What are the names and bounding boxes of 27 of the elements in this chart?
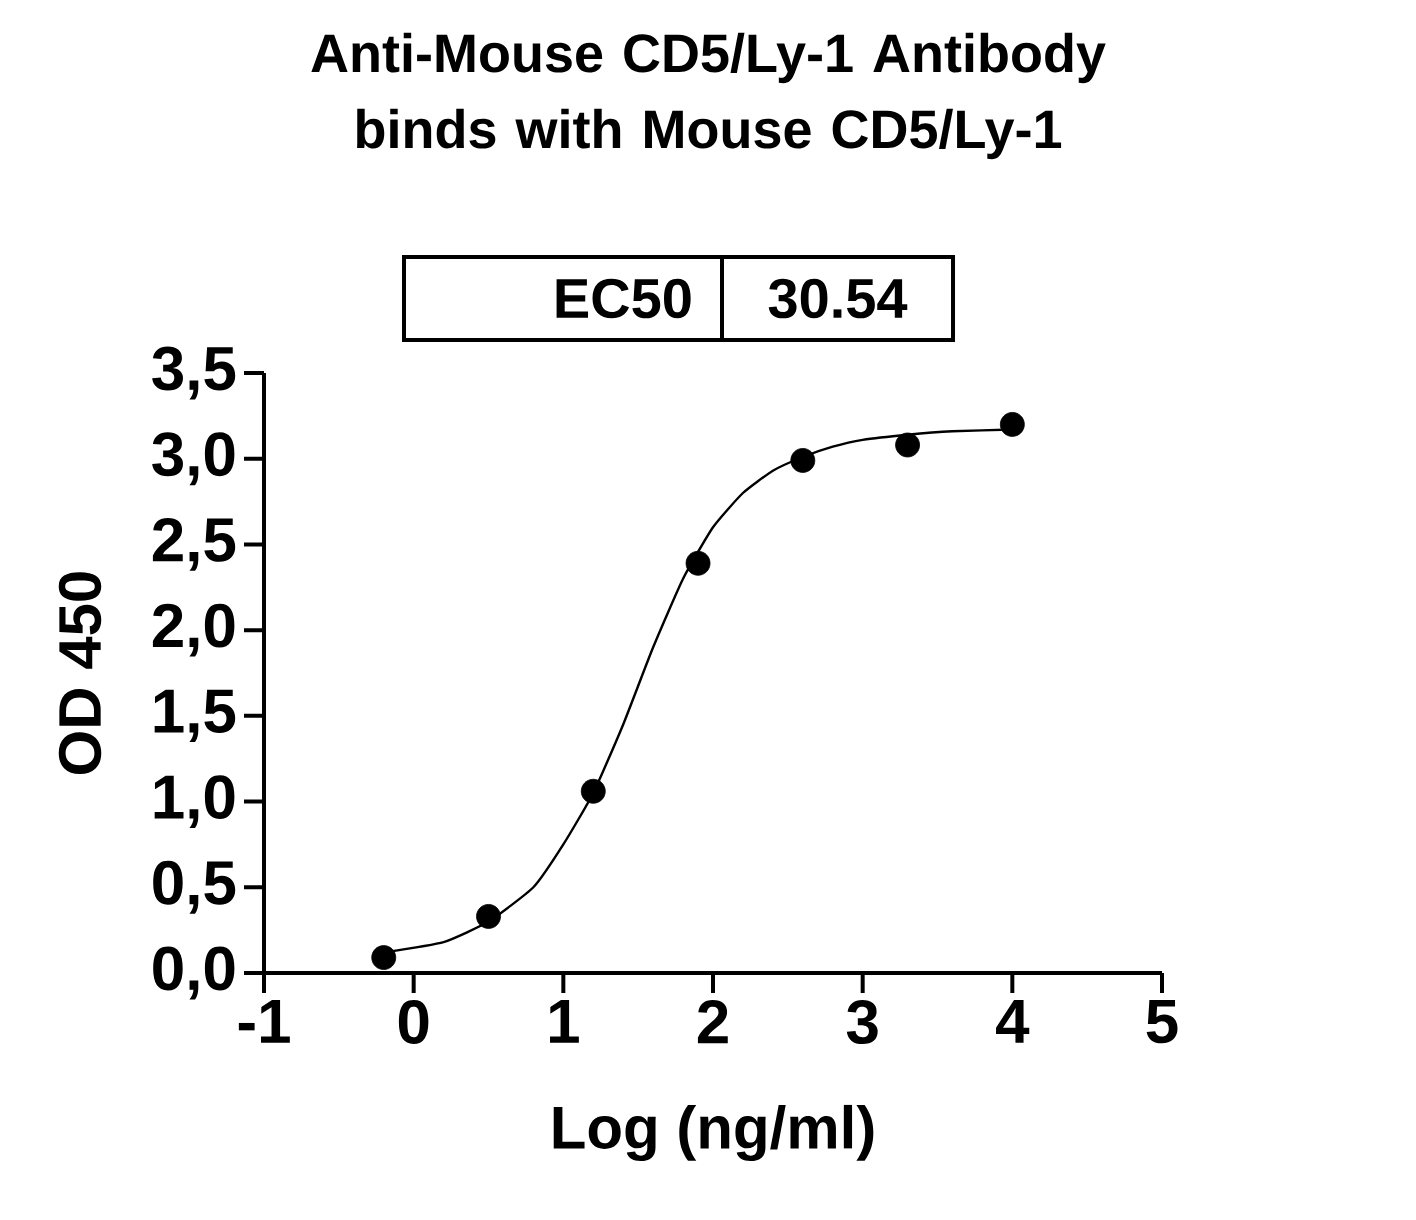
x-tick-label: 2	[697, 1000, 728, 1044]
y-tick-label: 1,0	[154, 775, 235, 829]
y-tick-label: 0,5	[153, 860, 236, 914]
y-tick-label: 3,0	[152, 432, 235, 486]
point	[476, 904, 501, 929]
y-axis-title: OD 450	[58, 572, 102, 774]
y-tick-label: 1,5	[154, 689, 236, 742]
point	[790, 448, 816, 473]
chart-title: Anti-Mouse CD5/Ly-1 Antibody binds with Mouse CD5/Ly-1	[311, 32, 1106, 160]
point	[895, 432, 920, 458]
y-tick-label: 0,0	[153, 946, 235, 1000]
x-tick-label: 1	[550, 1000, 579, 1043]
y-tick-label: 3,5	[152, 346, 236, 400]
text: EC50	[556, 278, 691, 319]
point	[371, 945, 397, 970]
x-tick-label: -1	[238, 1000, 290, 1043]
point	[580, 778, 606, 804]
text: 30.54	[768, 278, 908, 319]
point	[685, 550, 711, 576]
x-tick-label: 3	[846, 1000, 878, 1045]
y-tick-label: 2,0	[152, 603, 235, 657]
point	[999, 412, 1025, 437]
y-tick-label: 2,5	[152, 517, 236, 571]
x-axis-title: Log (ng/ml)	[553, 1104, 874, 1162]
x-tick-label: 4	[996, 1000, 1030, 1043]
x-tick-label: 0	[398, 1000, 429, 1044]
x-tick-label: 5	[1146, 1000, 1178, 1044]
